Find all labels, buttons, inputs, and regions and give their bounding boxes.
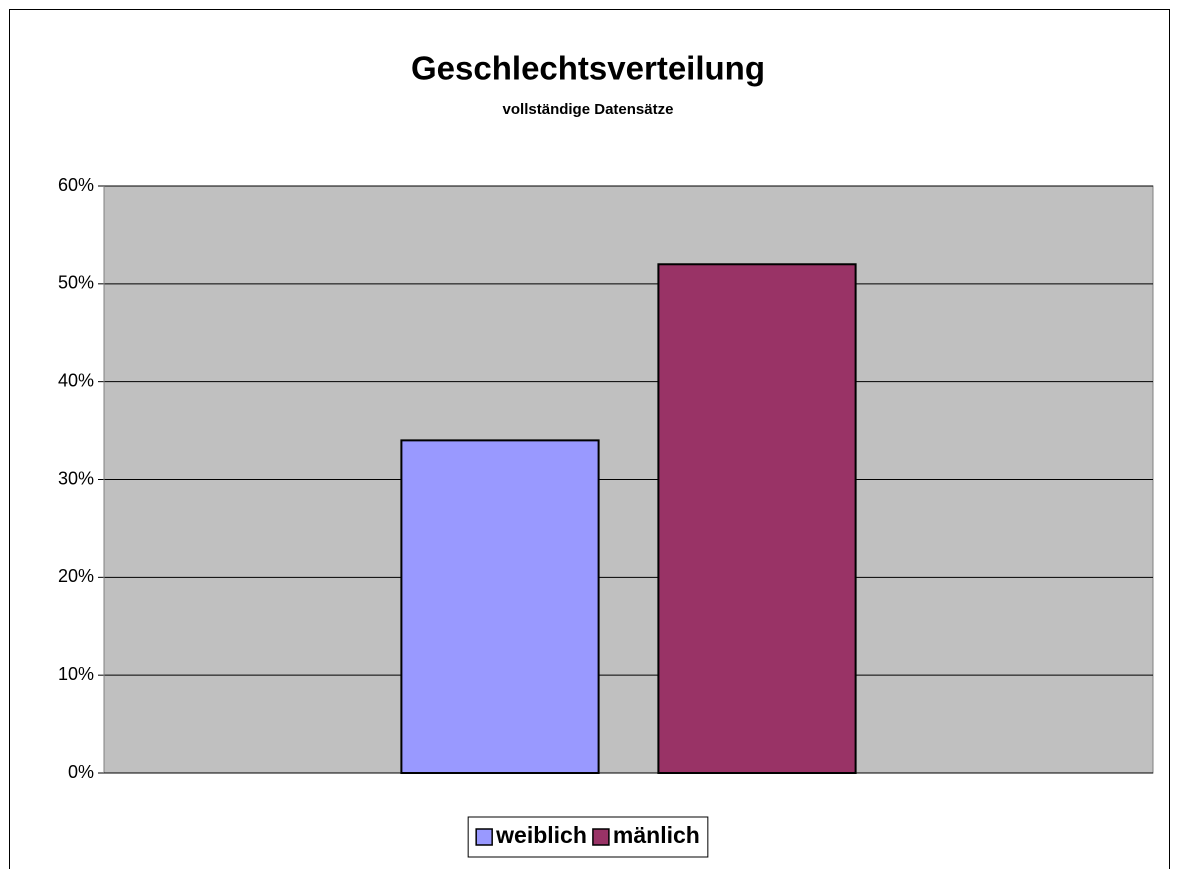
legend-swatch <box>475 828 493 846</box>
legend-box <box>467 816 709 858</box>
y-tick-label: 20% <box>58 566 94 586</box>
chart-title: Geschlechtsverteilung <box>411 50 765 87</box>
y-tick-label: 60% <box>58 175 94 195</box>
y-tick-label: 50% <box>58 273 94 293</box>
chart-subtitle: vollständige Datensätze <box>503 101 674 118</box>
bar <box>400 439 600 774</box>
y-tick-label: 10% <box>58 664 94 684</box>
legend-label: weiblich <box>495 822 587 848</box>
y-tick-label: 0% <box>68 762 94 782</box>
y-tick-label: 30% <box>58 468 94 488</box>
legend-label: mänlich <box>613 822 700 848</box>
y-tick-label: 40% <box>58 370 94 390</box>
bar <box>657 263 857 774</box>
legend: weiblich mänlich <box>475 822 700 848</box>
legend-swatch <box>592 828 610 846</box>
